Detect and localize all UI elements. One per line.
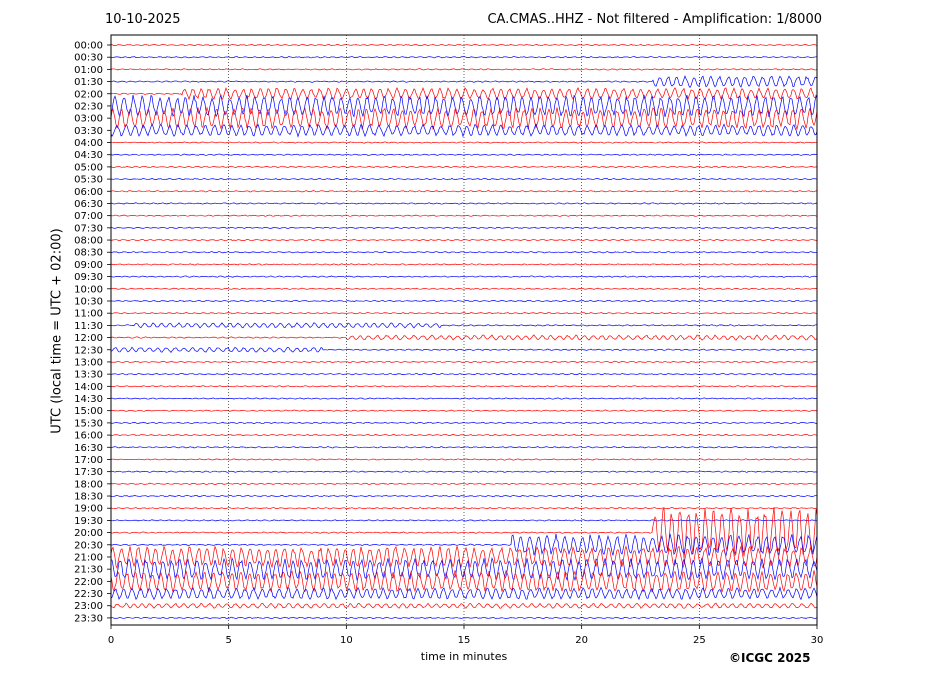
y-tick-label: 20:30 (74, 540, 103, 551)
y-tick-label: 14:00 (74, 382, 103, 393)
y-tick-label: 15:30 (74, 418, 103, 429)
plot-title: CA.CMAS..HHZ - Not filtered - Amplificat… (487, 12, 822, 27)
trace-1230 (110, 346, 818, 354)
y-tick-label: 03:30 (74, 126, 103, 137)
trace-0930 (110, 275, 818, 278)
y-tick-label: 22:30 (74, 589, 103, 600)
y-tick-label: 06:30 (74, 199, 103, 210)
y-tick-label: 07:30 (74, 223, 103, 234)
x-tick-label: 25 (693, 635, 706, 646)
copyright-notice: ©ICGC 2025 (729, 651, 811, 665)
grid-group (228, 35, 700, 625)
y-tick-label: 07:00 (74, 211, 103, 222)
y-tick-label: 05:30 (74, 175, 103, 186)
y-tick-label: 02:00 (74, 89, 103, 100)
y-tick-label: 11:00 (74, 309, 103, 320)
trace-1200 (110, 334, 818, 341)
trace-1000 (110, 287, 818, 290)
x-tick-label: 30 (811, 635, 824, 646)
y-tick-label: 21:30 (74, 565, 103, 576)
y-tick-label: 19:00 (74, 504, 103, 515)
x-ticks-group: 0 5 10 15 20 25 30 (108, 625, 824, 646)
trace-1900 (110, 507, 818, 510)
y-tick-label: 18:00 (74, 479, 103, 490)
y-tick-label: 17:30 (74, 467, 103, 478)
y-tick-label: 04:00 (74, 138, 103, 149)
trace-0430 (110, 153, 818, 156)
x-tick-label: 5 (225, 635, 231, 646)
trace-2200 (110, 569, 818, 594)
trace-1030 (110, 299, 818, 303)
plot-date: 10-10-2025 (105, 12, 181, 27)
y-tick-label: 12:30 (74, 345, 103, 356)
trace-0400 (110, 141, 818, 144)
y-tick-label: 03:00 (74, 114, 103, 125)
x-tick-label: 10 (340, 635, 353, 646)
y-tick-label: 17:00 (74, 455, 103, 466)
y-tick-label: 01:00 (74, 65, 103, 76)
y-tick-label: 08:00 (74, 236, 103, 247)
y-tick-label: 16:30 (74, 443, 103, 454)
trace-1700 (110, 458, 818, 461)
y-tick-label: 14:30 (74, 394, 103, 405)
trace-2000 (110, 507, 818, 559)
y-tick-label: 20:00 (74, 528, 103, 539)
y-tick-label: 00:30 (74, 53, 103, 64)
y-tick-label: 22:00 (74, 577, 103, 588)
y-tick-label: 16:00 (74, 431, 103, 442)
y-tick-label: 09:30 (74, 272, 103, 283)
x-tick-label: 20 (575, 635, 588, 646)
trace-1730 (110, 470, 818, 473)
y-tick-label: 12:00 (74, 333, 103, 344)
y-tick-label: 01:30 (74, 77, 103, 88)
y-tick-label: 18:30 (74, 492, 103, 503)
y-tick-label: 09:00 (74, 260, 103, 271)
trace-0200 (110, 86, 818, 101)
trace-1130 (110, 322, 818, 329)
y-tick-label: 23:30 (74, 613, 103, 624)
y-tick-label: 15:00 (74, 406, 103, 417)
y-tick-label: 08:30 (74, 248, 103, 259)
trace-1800 (110, 482, 818, 485)
y-tick-label: 10:30 (74, 296, 103, 307)
trace-1930 (110, 519, 818, 522)
y-tick-label: 00:00 (74, 41, 103, 52)
trace-1830 (110, 494, 818, 498)
y-tick-label: 04:30 (74, 150, 103, 161)
traces-group (110, 43, 818, 620)
y-tick-label: 23:00 (74, 601, 103, 612)
y-tick-label: 13:00 (74, 357, 103, 368)
y-tick-label: 02:30 (74, 101, 103, 112)
x-tick-label: 0 (108, 635, 114, 646)
y-tick-label: 19:30 (74, 516, 103, 527)
y-tick-label: 10:00 (74, 284, 103, 295)
y-tick-label: 11:30 (74, 321, 103, 332)
y-tick-label: 13:30 (74, 370, 103, 381)
x-axis-label: time in minutes (420, 650, 508, 663)
y-tick-label: 06:00 (74, 187, 103, 198)
y-tick-label: 05:00 (74, 162, 103, 173)
trace-0500 (110, 165, 818, 168)
trace-1100 (110, 312, 818, 315)
y-tick-label: 21:00 (74, 552, 103, 563)
x-tick-label: 15 (458, 635, 471, 646)
